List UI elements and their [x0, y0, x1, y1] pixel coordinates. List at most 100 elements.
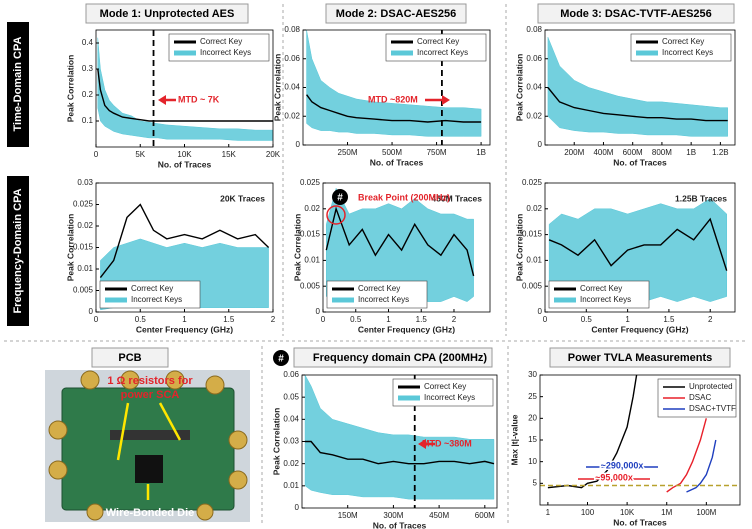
tag-circle	[273, 350, 289, 366]
x-tick-label: 0.5	[135, 315, 147, 324]
y-tick-label: 0	[538, 307, 543, 316]
x-tick-label: 150M	[338, 511, 358, 520]
legend-box	[630, 33, 732, 62]
annotation: ~290,000x	[601, 460, 644, 470]
series-line	[97, 68, 273, 122]
arrow-head	[442, 95, 450, 105]
x-tick-label: 300M	[383, 511, 403, 520]
chart-title: Mode 2: DSAC-AES256	[336, 8, 456, 20]
chart: 0 5K 10K 15K 20K 0.1 0.2 0.3 0.4 No. of Traces Pea…	[65, 8, 281, 169]
annotation: MTD ~380M	[422, 438, 472, 448]
series-line	[548, 217, 728, 271]
y-tick-label: 0.04	[283, 414, 299, 423]
arrow-head	[158, 95, 166, 105]
legend-box	[326, 280, 428, 309]
x-tick-label: 1B	[686, 148, 696, 157]
series-line	[686, 439, 717, 493]
incorrect-key-band	[97, 37, 273, 141]
legend-label: Correct Key	[200, 37, 242, 46]
x-tick-label: 0.5	[581, 315, 593, 324]
legend-label: Correct Key	[131, 284, 173, 293]
pcb-note: power SCA	[121, 389, 180, 401]
series-line	[325, 206, 475, 277]
x-tick-label: 100M	[696, 508, 716, 517]
legend-label: Incorrect Keys	[662, 48, 713, 57]
header-box	[325, 3, 467, 24]
annotation: MTD ~ 7K	[178, 94, 220, 104]
chart-title: Power TVLA Measurements	[568, 352, 712, 364]
connectors	[48, 370, 248, 521]
x-axis-label: No. of Traces	[613, 517, 667, 527]
y-tick-label: 0.06	[526, 54, 542, 63]
x-tick-label: 1	[546, 508, 551, 517]
x-axis-label: Center Frequency (GHz)	[591, 324, 688, 334]
x-tick-label: 2	[271, 315, 276, 324]
chart-title: 450M Traces	[431, 193, 482, 203]
y-tick-label: 0.025	[300, 178, 321, 187]
chart: 0 0.5 1 1.5 2 0 0.005 0.01 0.015 0.02 0.025 0.03 Cen…	[65, 178, 276, 334]
connector	[196, 503, 214, 521]
y-tick-label: 0.06	[284, 54, 300, 63]
y-tick-label: 0.02	[526, 111, 542, 120]
y-tick-label: 0	[295, 503, 300, 512]
y-tick-label: 0	[316, 307, 321, 316]
x-tick-label: 1M	[661, 508, 672, 517]
x-tick-label: 1.2B	[712, 148, 728, 157]
y-tick-label: 10	[528, 457, 537, 466]
header-box	[549, 347, 731, 368]
x-tick-label: 0.5	[350, 315, 362, 324]
y-tick-label: 0.005	[522, 281, 543, 290]
y-tick-label: 5	[533, 478, 538, 487]
y-tick-label: 15	[528, 435, 537, 444]
y-axis-label: Peak Correlation	[292, 214, 302, 282]
x-tick-label: 600M	[475, 511, 495, 520]
x-tick-label: 10K	[620, 508, 635, 517]
legend-label: Incorrect Keys	[358, 295, 409, 304]
chart: 0 0.5 1 1.5 2 0 0.005 0.01 0.015 0.02 0.025 Center …	[514, 178, 736, 334]
x-tick-label: 20K	[266, 150, 281, 159]
x-tick-label: 450M	[429, 511, 449, 520]
plot	[548, 198, 728, 302]
chart: 200M 400M 600M 800M 1B 1.2B 0 0.02 0.04 0.06 0.08 N…	[514, 8, 736, 167]
header-box	[85, 3, 249, 24]
y-tick-label: 0	[89, 307, 94, 316]
connector	[205, 375, 225, 395]
y-tick-label: 0.005	[300, 281, 321, 290]
y-tick-label: 0.005	[73, 286, 94, 295]
die-label: Wire-Bonded Die	[106, 507, 195, 519]
legend-label: Incorrect Keys	[424, 393, 475, 402]
plot	[540, 375, 740, 493]
legend-label: Incorrect Keys	[200, 48, 251, 57]
legend-box	[168, 33, 270, 62]
legend-label: Correct Key	[580, 284, 622, 293]
y-tick-label: 0	[538, 140, 543, 149]
x-tick-label: 200M	[564, 148, 584, 157]
legend-label: Correct Key	[662, 37, 704, 46]
y-tick-label: 0.015	[73, 243, 94, 252]
header-box	[293, 347, 493, 368]
x-tick-label: 0	[94, 315, 99, 324]
y-tick-label: 0.01	[283, 481, 299, 490]
x-tick-label: 10K	[177, 150, 192, 159]
connector	[80, 370, 100, 390]
y-tick-label: 0.02	[304, 204, 320, 213]
y-tick-label: 0.025	[73, 200, 94, 209]
chart-title: 1.25B Traces	[675, 193, 727, 203]
y-tick-label: 0.08	[284, 25, 300, 34]
y-axis-label: Peak Correlation	[272, 54, 282, 122]
chart: 250M 500M 750M 1B 0 0.02 0.04 0.06 0.08 No. of Tr…	[272, 8, 491, 167]
plot	[306, 30, 482, 145]
legend-label: Incorrect Keys	[417, 48, 468, 57]
x-tick-label: 400M	[593, 148, 613, 157]
arrow	[158, 402, 182, 441]
x-axis-label: No. of Traces	[370, 157, 424, 167]
y-axis-label: Peak Correlation	[514, 214, 524, 282]
row-label: Frequency-Domain CPA	[12, 188, 24, 313]
legend-box	[548, 280, 650, 309]
chart: 150M 300M 450M 600M 0 0.01 0.02 0.03 0.04 0.05 0.0…	[271, 350, 498, 529]
connector	[120, 370, 140, 390]
y-tick-label: 0.08	[526, 25, 542, 34]
y-axis-label: Peak Correlation	[65, 214, 75, 282]
x-tick-label: 0	[543, 315, 548, 324]
series-line	[305, 440, 495, 465]
